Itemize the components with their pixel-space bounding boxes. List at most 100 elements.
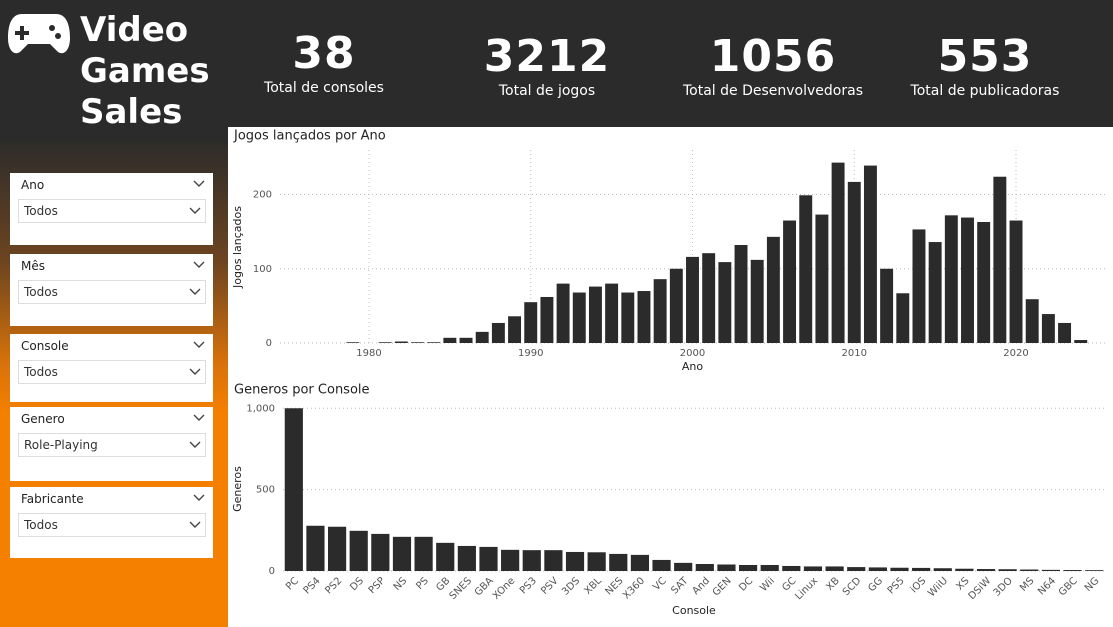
- filter-dropdown[interactable]: Todos: [18, 199, 206, 223]
- bar: [1041, 314, 1055, 343]
- bar: [734, 245, 748, 343]
- bar: [863, 165, 877, 343]
- bar: [637, 291, 651, 343]
- filter-dropdown[interactable]: Todos: [18, 513, 206, 537]
- chevron[interactable]: [189, 441, 201, 449]
- x-tick-label: XB: [824, 575, 842, 593]
- bar: [652, 559, 671, 571]
- bar: [890, 567, 909, 571]
- x-tick-label: WiiU: [926, 575, 950, 599]
- x-axis-label: Console: [672, 604, 716, 617]
- y-tick-label: 500: [256, 485, 275, 496]
- y-tick-label: 1,000: [246, 403, 275, 414]
- filter-dropdown[interactable]: Todos: [18, 280, 206, 304]
- bar: [588, 286, 602, 343]
- charts-panel: Jogos lançados por Ano Jogos lançados Ano 0…: [231, 129, 1105, 617]
- x-tick-label: 2000: [680, 348, 705, 359]
- bar: [718, 262, 732, 343]
- bar: [479, 546, 498, 571]
- bar: [427, 342, 441, 343]
- bar: [695, 564, 714, 571]
- x-tick-label: 3DO: [992, 575, 1015, 598]
- bar: [394, 341, 408, 343]
- bar: [522, 550, 541, 571]
- bar: [825, 566, 844, 571]
- x-tick-label: GG: [866, 575, 885, 594]
- bar: [1041, 569, 1061, 571]
- chevron[interactable]: [189, 521, 201, 529]
- x-tick-label: DS: [348, 575, 366, 593]
- chevron[interactable]: [189, 368, 201, 376]
- filter-card: Fabricante Todos: [10, 487, 213, 558]
- chevron[interactable]: [189, 207, 201, 215]
- x-tick-label: 2010: [842, 348, 867, 359]
- chevron[interactable]: [193, 341, 205, 349]
- bar: [760, 564, 779, 571]
- filter-label: Fabricante: [21, 492, 84, 506]
- bar: [653, 279, 667, 343]
- filter-label: Console: [21, 339, 69, 353]
- filter-dropdown[interactable]: Todos: [18, 360, 206, 384]
- filter-value: Todos: [24, 365, 58, 379]
- y-tick-label: 200: [253, 190, 272, 201]
- bar: [686, 256, 699, 343]
- bar: [977, 222, 991, 343]
- bar: [414, 536, 433, 571]
- bar: [847, 567, 866, 571]
- bar: [327, 526, 347, 571]
- bar: [803, 566, 823, 571]
- x-tick-label: NS: [392, 575, 410, 593]
- bar: [896, 293, 910, 343]
- bar: [508, 316, 522, 343]
- chevron[interactable]: [193, 414, 205, 422]
- bar: [1074, 340, 1088, 343]
- chevron[interactable]: [193, 180, 205, 188]
- bar: [436, 542, 455, 571]
- kpi-card: 38 Total de consoles: [214, 28, 434, 96]
- bar: [847, 181, 861, 343]
- chart-title: Generos por Console: [234, 383, 370, 398]
- chevron[interactable]: [193, 261, 205, 269]
- bar: [457, 545, 476, 571]
- chevron[interactable]: [193, 494, 205, 502]
- bar: [349, 530, 368, 571]
- x-tick-label: PS5: [886, 575, 907, 596]
- filter-value: Role-Playing: [24, 438, 98, 452]
- y-axis-label: Jogos lançados: [231, 206, 244, 289]
- bar: [544, 550, 563, 571]
- kpi-value: 3212: [483, 31, 611, 82]
- bar: [443, 337, 457, 343]
- x-tick-label: Linux: [793, 575, 820, 602]
- filter-dropdown[interactable]: Role-Playing: [18, 433, 206, 457]
- bar: [378, 342, 392, 343]
- gamepad-icon: [8, 14, 70, 54]
- chevron[interactable]: [189, 288, 201, 296]
- bar: [880, 268, 894, 343]
- bar: [1058, 322, 1072, 343]
- x-tick-label: PS: [414, 575, 431, 592]
- bar: [702, 253, 716, 343]
- bar: [630, 554, 650, 571]
- bar: [669, 268, 683, 343]
- filter-value: Todos: [24, 204, 58, 218]
- filter-label: Ano: [21, 178, 45, 192]
- y-tick-label: 100: [253, 264, 272, 275]
- filter-card: Mês Todos: [10, 254, 213, 326]
- bar: [912, 567, 931, 571]
- kpi-card: 3212 Total de jogos: [437, 31, 657, 99]
- bar: [572, 292, 586, 343]
- filter-value: Todos: [24, 285, 58, 299]
- bar: [933, 568, 952, 571]
- bar: [912, 229, 926, 343]
- bar: [605, 283, 619, 343]
- bar: [766, 236, 780, 343]
- x-tick-label: DSiW: [967, 575, 994, 602]
- kpi-label: Total de jogos: [498, 83, 596, 99]
- bar: [738, 564, 758, 571]
- x-tick-label: PSV: [539, 575, 560, 596]
- bar: [1020, 569, 1039, 571]
- bar: [459, 337, 473, 343]
- bar: [782, 565, 801, 571]
- bar: [1025, 299, 1039, 343]
- bar: [976, 569, 996, 571]
